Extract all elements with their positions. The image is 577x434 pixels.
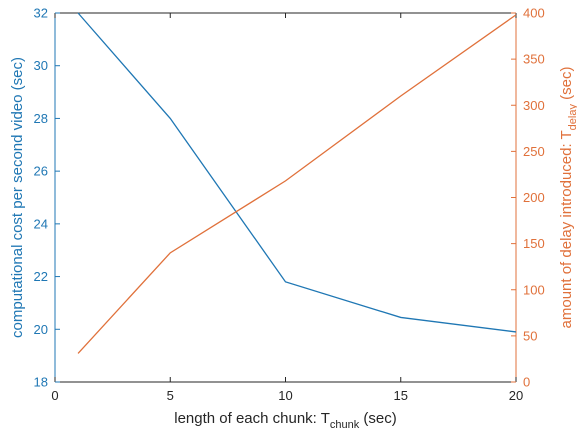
right-y-tick-label: 0 <box>523 375 530 390</box>
right-y-tick-label: 350 <box>523 52 545 67</box>
left-y-tick-label: 18 <box>34 375 48 390</box>
left-y-tick-label: 28 <box>34 111 48 126</box>
x-tick-label: 0 <box>51 388 58 403</box>
x-tick-label: 20 <box>509 388 523 403</box>
series-line-computational-cost <box>77 12 517 333</box>
x-tick-label: 10 <box>278 388 292 403</box>
x-tick-label: 5 <box>167 388 174 403</box>
right-y-tick-label: 400 <box>523 6 545 21</box>
left-y-axis-title: computational cost per second video (sec… <box>9 57 26 338</box>
x-axis-title: length of each chunk: Tchunk (sec) <box>174 410 397 431</box>
right-y-tick-label: 300 <box>523 98 545 113</box>
left-y-tick-label: 26 <box>34 164 48 179</box>
right-y-axis-title: amount of delay introduced: Tdelay (sec) <box>558 67 577 329</box>
left-y-tick-label: 24 <box>34 216 48 231</box>
right-y-tick-label: 50 <box>523 328 537 343</box>
left-y-tick-label: 20 <box>34 322 48 337</box>
right-y-tick-label: 250 <box>523 144 545 159</box>
left-y-tick-label: 22 <box>34 269 48 284</box>
left-y-tick-label: 30 <box>34 58 48 73</box>
left-y-tick-label: 32 <box>34 6 48 21</box>
right-y-tick-label: 200 <box>523 190 545 205</box>
x-tick-label: 15 <box>394 388 408 403</box>
right-y-tick-label: 100 <box>523 282 545 297</box>
right-y-tick-label: 150 <box>523 236 545 251</box>
series-line-delay <box>77 14 517 354</box>
